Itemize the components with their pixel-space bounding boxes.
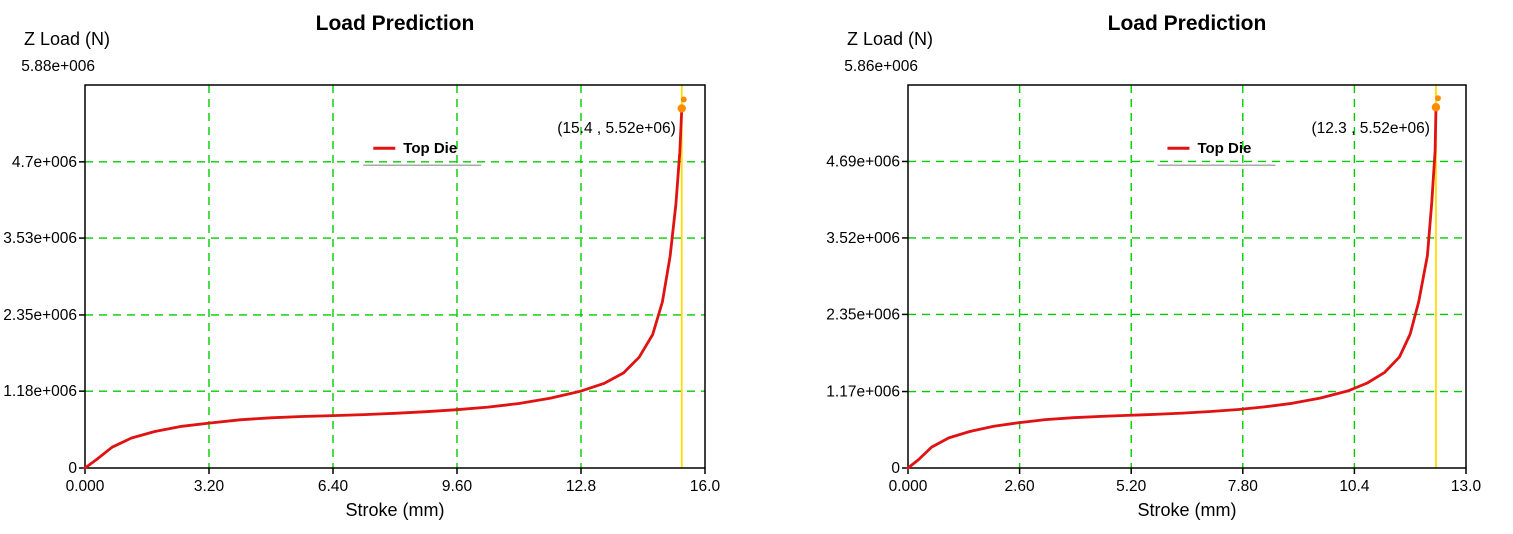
x-tick-label: 10.4 [1339, 478, 1370, 495]
x-tick-label: 5.20 [1116, 478, 1147, 495]
y-tick-label: 0 [891, 460, 900, 477]
y-tick-label: 2.35e+006 [3, 307, 77, 324]
y-tick-label: 2.35e+006 [826, 306, 900, 323]
x-tick-label: 9.60 [442, 478, 473, 495]
peak-marker-dot [1431, 103, 1441, 112]
x-tick-label: 0.000 [889, 478, 928, 495]
series-line-top-die [906, 105, 1438, 470]
x-tick-label: 16.0 [690, 478, 721, 495]
x-tick-label: 3.20 [194, 478, 225, 495]
y-tick-label: 3.53e+006 [3, 230, 77, 247]
x-axis-label: Stroke (mm) [346, 500, 445, 520]
y-tick-label: 1.17e+006 [826, 384, 900, 401]
x-tick-label: 2.60 [1005, 478, 1036, 495]
series-line-top-die [83, 107, 684, 470]
y-axis-label: Z Load (N) [24, 29, 110, 49]
peak-marker-dot [677, 104, 686, 113]
x-tick-label: 0.000 [66, 478, 105, 495]
legend-label: Top Die [403, 140, 457, 157]
y-tick-label: 4.69e+006 [826, 153, 900, 170]
x-tick-label: 12.8 [566, 478, 596, 495]
y-tick-label: 0 [68, 460, 77, 477]
peak-marker-dot-small [680, 96, 687, 103]
plot-border [84, 84, 706, 469]
y-axis-label: Z Load (N) [847, 29, 933, 49]
y-tick-label: 4.7e+006 [12, 154, 77, 171]
y-tick-label: 1.18e+006 [3, 383, 77, 400]
chart-title: Load Prediction [316, 12, 475, 35]
chart-canvas-left: 0.000 3.20 6.40 9.60 12.8 16.0 0 1.18e+006 2.35e… [3, 12, 721, 520]
peak-annotation: (15.4 , 5.52e+06) [557, 120, 676, 137]
legend-label: Top Die [1197, 140, 1251, 157]
y-top-tick-label: 5.86e+006 [844, 58, 918, 75]
x-tick-label: 7.80 [1228, 478, 1259, 495]
y-tick-label: 3.52e+006 [826, 230, 900, 247]
chart-title: Load Prediction [1108, 12, 1267, 35]
load-prediction-chart-right: 0.000 2.60 5.20 7.80 10.4 13.0 0 1.17e+006 2.35e… [768, 0, 1513, 534]
peak-marker-dot-small [1434, 95, 1441, 102]
x-axis-label: Stroke (mm) [1138, 500, 1237, 520]
chart-canvas-right: 0.000 2.60 5.20 7.80 10.4 13.0 0 1.17e+006 2.35e… [826, 12, 1482, 520]
x-tick-label: 13.0 [1451, 478, 1482, 495]
y-top-tick-label: 5.88e+006 [21, 58, 95, 75]
plot-border [907, 84, 1467, 469]
load-prediction-chart-left: 0.000 3.20 6.40 9.60 12.8 16.0 0 1.18e+006 2.35e… [0, 0, 745, 534]
peak-annotation: (12.3 , 5.52e+06) [1311, 120, 1430, 137]
x-tick-label: 6.40 [318, 478, 349, 495]
